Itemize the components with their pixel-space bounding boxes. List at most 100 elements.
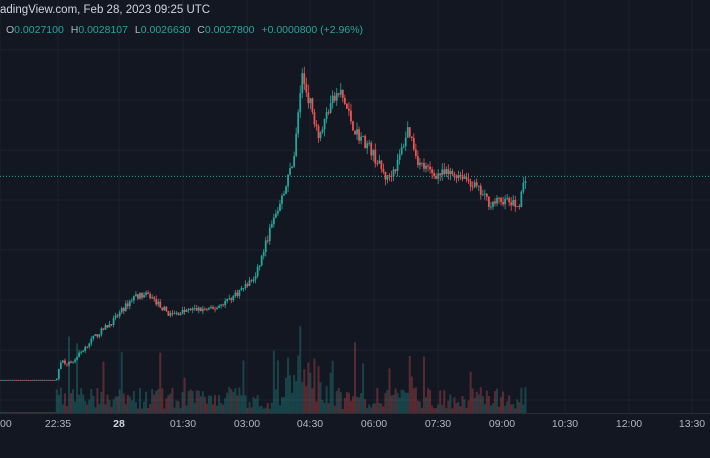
volume-bar xyxy=(155,390,158,413)
volume-bar xyxy=(510,404,513,413)
candle-body xyxy=(234,292,237,296)
volume-bar xyxy=(51,412,54,413)
volume-bar xyxy=(252,397,255,413)
candle-body xyxy=(260,255,263,266)
volume-bar xyxy=(53,412,56,413)
volume-bar xyxy=(33,412,36,413)
candle-body xyxy=(193,308,196,309)
volume-bar xyxy=(218,395,221,413)
candle-body xyxy=(522,182,525,192)
volume-bar xyxy=(345,392,348,413)
candle-body xyxy=(226,299,229,302)
candle-body xyxy=(106,325,109,328)
candle-body xyxy=(114,315,117,319)
volume-bar xyxy=(487,395,490,413)
volume-bar xyxy=(124,403,127,413)
volume-bar xyxy=(425,397,427,413)
candle-body xyxy=(345,103,348,109)
candle-body xyxy=(9,379,12,381)
volume-bar xyxy=(414,387,417,413)
volume-bar xyxy=(45,412,48,413)
candle-body xyxy=(102,328,105,330)
volume-bar xyxy=(163,408,166,413)
candle-body xyxy=(49,379,52,381)
volume-bar xyxy=(193,402,196,413)
candle-body xyxy=(39,379,42,381)
volume-bar xyxy=(55,389,58,413)
volume-bar xyxy=(362,363,365,413)
volume-bar xyxy=(19,412,22,413)
volume-bar xyxy=(382,406,385,413)
volume-bar xyxy=(392,394,395,413)
volume-bar xyxy=(7,412,10,413)
time-tick-label: 03:00 xyxy=(234,418,260,430)
volume-bars xyxy=(0,326,527,413)
candle-body xyxy=(214,308,216,310)
candle-body xyxy=(246,284,249,286)
candle-body xyxy=(370,142,373,156)
volume-bar xyxy=(317,366,320,413)
volume-bar xyxy=(118,389,121,413)
candle-body xyxy=(341,89,344,98)
volume-bar xyxy=(5,412,8,413)
candle-body xyxy=(352,121,354,131)
volume-bar xyxy=(491,403,494,413)
volume-bar xyxy=(159,352,162,413)
candle-body xyxy=(443,169,446,175)
candle-body xyxy=(41,379,44,381)
candle-body xyxy=(29,380,32,381)
candle-body xyxy=(319,132,322,139)
candle-body xyxy=(410,136,413,138)
time-tick-label: 01:30 xyxy=(170,418,196,430)
candle-body xyxy=(408,127,411,137)
candle-body xyxy=(108,324,111,328)
candle-body xyxy=(47,379,50,381)
candle-body xyxy=(412,137,415,150)
volume-bar xyxy=(457,401,460,413)
volume-bar xyxy=(416,400,419,413)
candle-body xyxy=(116,315,119,317)
volume-bar xyxy=(467,400,470,413)
volume-bar xyxy=(502,391,505,413)
volume-bar xyxy=(402,390,405,413)
candle-body xyxy=(483,193,486,195)
candle-body xyxy=(272,217,275,225)
candle-body xyxy=(143,294,145,298)
volume-bar xyxy=(337,387,340,413)
low-value: 0.0026630 xyxy=(140,24,191,36)
candle-body xyxy=(404,137,407,147)
candle-body xyxy=(59,362,62,369)
candle-body xyxy=(141,292,143,298)
candle-body xyxy=(167,310,170,316)
candle-body xyxy=(514,200,517,207)
volume-bar xyxy=(246,407,249,413)
candle-body xyxy=(177,312,180,316)
candle-body xyxy=(33,379,36,381)
candle-body xyxy=(465,177,468,180)
ohlc-legend: O0.0027100 H0.0028107 L0.0026630 C0.0027… xyxy=(6,24,367,36)
candle-body xyxy=(358,129,360,141)
candle-body xyxy=(285,186,287,194)
volume-bar xyxy=(370,407,373,413)
volume-bar xyxy=(500,397,503,413)
volume-bar xyxy=(339,392,342,413)
candle-body xyxy=(315,124,318,127)
time-tick-label: 28 xyxy=(113,418,125,430)
candle-body xyxy=(191,308,194,311)
time-tick-label: 04:30 xyxy=(297,418,323,430)
volume-bar xyxy=(100,391,103,413)
candle-body xyxy=(224,301,227,306)
candle-body xyxy=(386,175,389,180)
candle-body xyxy=(305,83,308,93)
volume-bar xyxy=(435,408,438,413)
candle-body xyxy=(524,181,527,183)
candle-body xyxy=(27,379,30,381)
candle-body xyxy=(512,200,515,206)
close-label: C xyxy=(197,24,205,36)
volume-bar xyxy=(445,408,448,413)
volume-bar xyxy=(485,390,488,413)
candle-body xyxy=(155,298,158,305)
candle-body xyxy=(504,198,507,205)
candle-body xyxy=(457,175,460,179)
